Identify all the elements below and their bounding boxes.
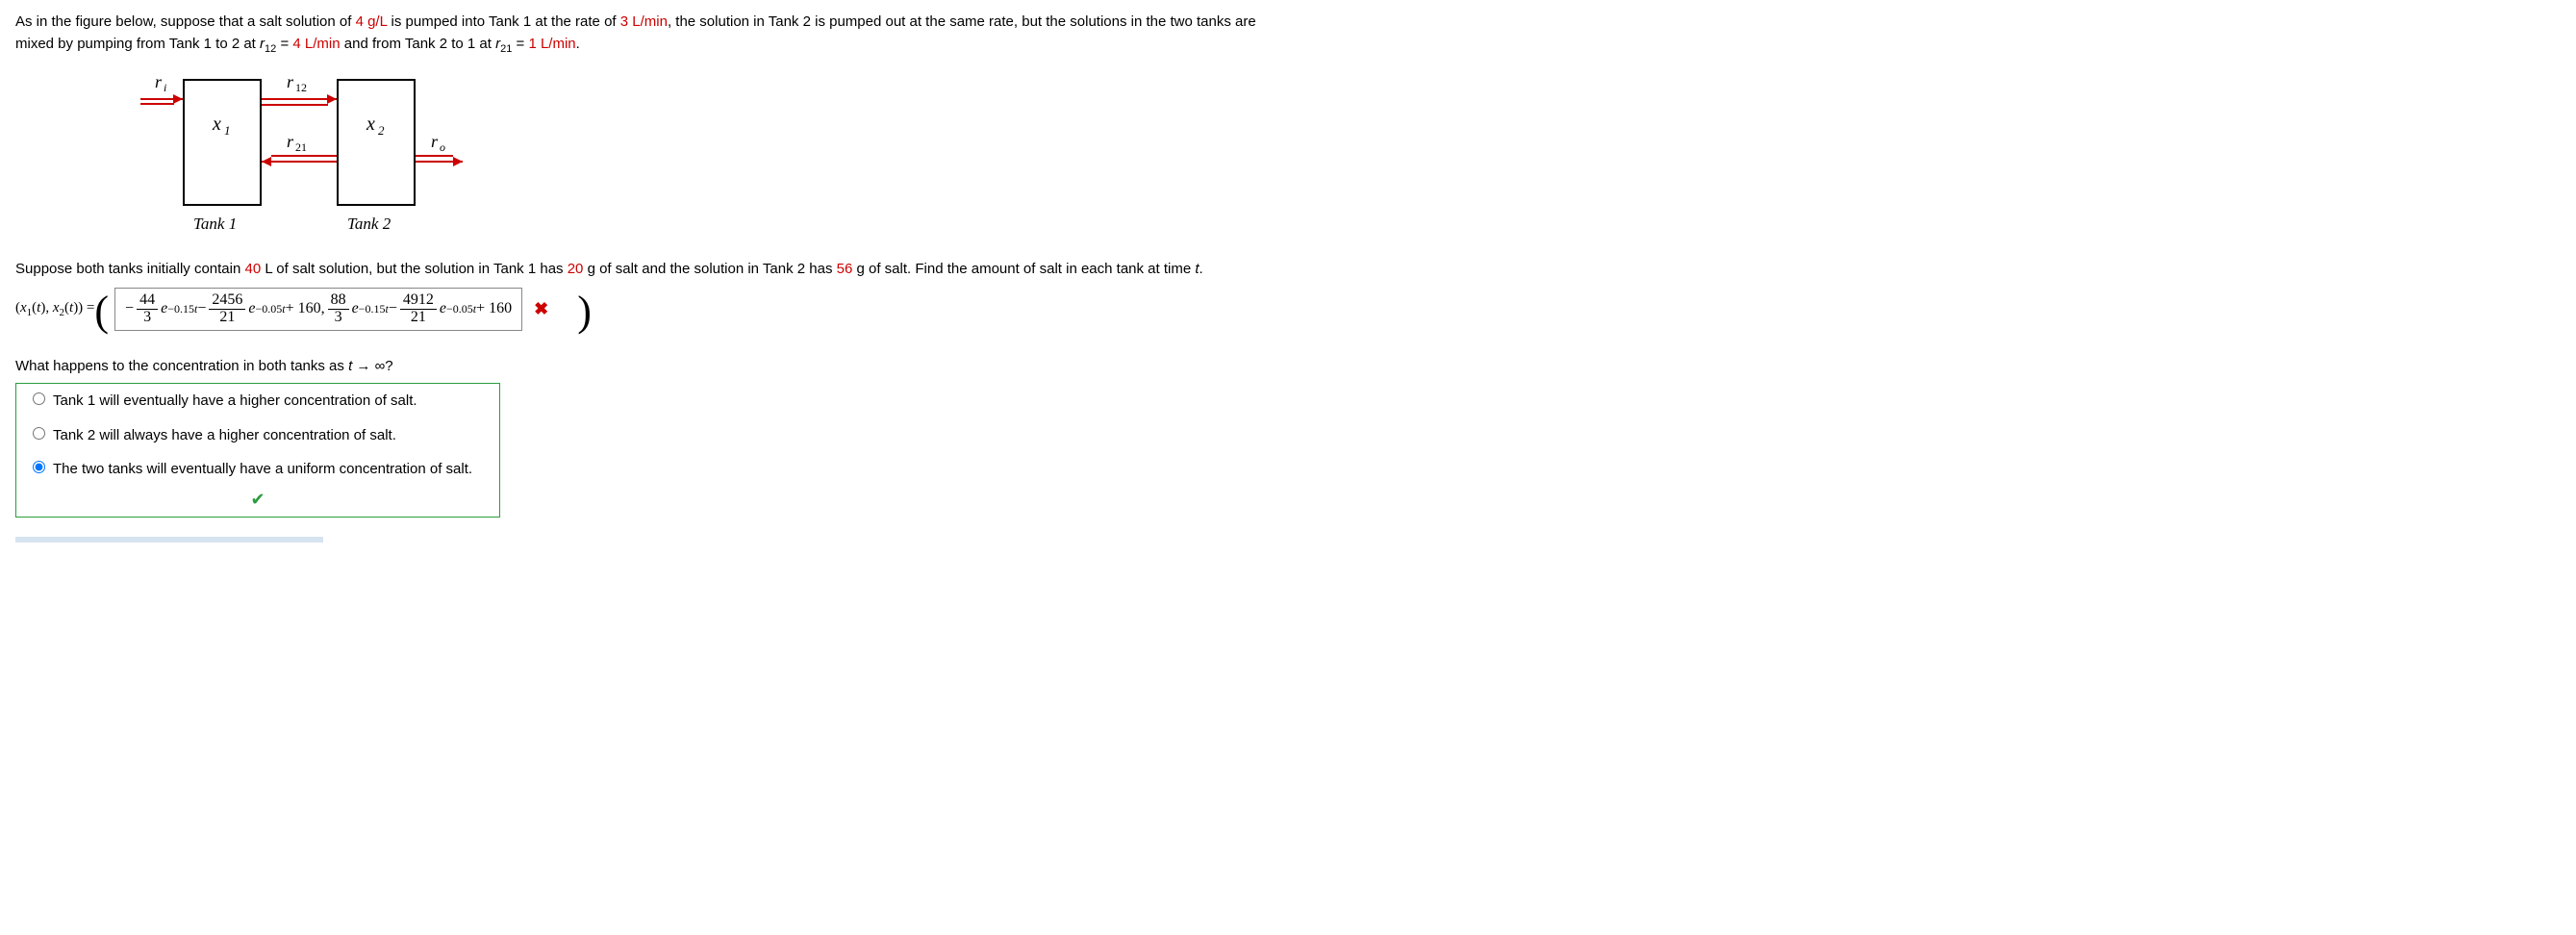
p1: −0.15t xyxy=(167,300,197,317)
correct-tick: ✔ xyxy=(16,487,499,517)
q2-arrow: → ∞? xyxy=(352,358,392,374)
r12-val: 4 L/min xyxy=(292,36,340,52)
e4: e xyxy=(440,297,446,320)
intro-conc: 4 g/L xyxy=(356,13,388,30)
sup-s1: 20 xyxy=(568,261,584,277)
mc-options: Tank 1 will eventually have a higher con… xyxy=(15,383,500,518)
svg-text:21: 21 xyxy=(295,140,307,154)
f3n: 88 xyxy=(328,292,349,310)
r12-sub: 12 xyxy=(265,43,276,55)
p4: −0.05t xyxy=(446,300,476,317)
svg-text:12: 12 xyxy=(295,81,307,94)
mc-radio-3[interactable] xyxy=(33,461,45,473)
svg-text:x: x xyxy=(366,114,375,135)
q2-a: What happens to the concentration in bot… xyxy=(15,358,348,374)
wrong-icon: ✖ xyxy=(534,296,548,322)
r21-val: 1 L/min xyxy=(528,36,575,52)
intro-rate: 3 L/min xyxy=(620,13,668,30)
term-neg1: − xyxy=(125,297,134,320)
suppose-text: Suppose both tanks initially contain 40 … xyxy=(15,259,2561,281)
lhs-x1: x xyxy=(20,300,27,316)
sup-a: Suppose both tanks initially contain xyxy=(15,261,244,277)
mc-radio-2[interactable] xyxy=(33,427,45,440)
period: . xyxy=(576,36,580,52)
p2v: −0.05 xyxy=(255,302,282,316)
p2: −0.05t xyxy=(255,300,285,317)
svg-text:1: 1 xyxy=(224,123,231,138)
tank-diagram: r i r 12 r 21 r o x 1 x 2 Tank 1 Tank 2 xyxy=(140,70,2561,241)
answer-row: (x1(t), x2(t)) = ( − 443 e−0.15t − 24562… xyxy=(15,288,2561,331)
svg-text:r: r xyxy=(431,132,439,151)
e1: e xyxy=(161,297,167,320)
f4n: 4912 xyxy=(400,292,437,310)
p3v: −0.15 xyxy=(359,302,386,316)
m2: − xyxy=(197,297,206,320)
svg-text:Tank 1: Tank 1 xyxy=(193,215,237,233)
lhs-x1s: 1 xyxy=(27,307,33,318)
e2: e xyxy=(248,297,255,320)
answer-input-box[interactable]: − 443 e−0.15t − 245621 e−0.05t + 160, 88… xyxy=(114,288,522,331)
svg-text:x: x xyxy=(212,114,221,135)
r21-sub: 21 xyxy=(500,43,512,55)
sup-d: g of salt. Find the amount of salt in ea… xyxy=(852,261,1195,277)
frac-1: 443 xyxy=(137,292,158,326)
mc-label-1: Tank 1 will eventually have a higher con… xyxy=(53,392,417,409)
lhs-x2s: 2 xyxy=(60,307,65,318)
svg-text:2: 2 xyxy=(378,123,385,138)
close-paren: ) xyxy=(577,294,592,328)
open-paren: ( xyxy=(94,294,109,328)
frac-3: 883 xyxy=(328,292,349,326)
mc-option-3[interactable]: The two tanks will eventually have a uni… xyxy=(16,452,499,487)
frac-2: 245621 xyxy=(209,292,245,326)
eq1: = xyxy=(276,36,292,52)
mc-option-1[interactable]: Tank 1 will eventually have a higher con… xyxy=(16,384,499,418)
mc-label-2: Tank 2 will always have a higher concent… xyxy=(53,427,396,443)
scrollbar-track[interactable] xyxy=(15,537,323,543)
p4v: −0.05 xyxy=(446,302,473,316)
lhs-t1: t xyxy=(37,300,40,316)
e3: e xyxy=(352,297,359,320)
tick-icon: ✔ xyxy=(250,490,265,509)
f2d: 21 xyxy=(216,310,238,326)
answer-lhs: (x1(t), x2(t)) = xyxy=(15,297,94,321)
svg-text:r: r xyxy=(287,132,294,151)
f1d: 3 xyxy=(140,310,154,326)
lhs-t2: t xyxy=(69,300,73,316)
p3: −0.15t xyxy=(359,300,389,317)
intro-1c: , the solution in Tank 2 is pumped out a… xyxy=(668,13,1256,30)
svg-text:r: r xyxy=(287,72,294,91)
f3d: 3 xyxy=(332,310,345,326)
intro-1a: As in the figure below, suppose that a s… xyxy=(15,13,356,30)
mc-radio-1[interactable] xyxy=(33,392,45,405)
mc-option-2[interactable]: Tank 2 will always have a higher concent… xyxy=(16,418,499,453)
sup-s2: 56 xyxy=(837,261,853,277)
m4: − xyxy=(389,297,397,320)
mc-label-3: The two tanks will eventually have a uni… xyxy=(53,461,472,477)
intro-2a: mixed by pumping from Tank 1 to 2 at xyxy=(15,36,260,52)
intro-1b: is pumped into Tank 1 at the rate of xyxy=(387,13,619,30)
sup-b: L of salt solution, but the solution in … xyxy=(261,261,568,277)
svg-text:Tank 2: Tank 2 xyxy=(347,215,391,233)
svg-text:o: o xyxy=(440,140,445,154)
intro-2b: and from Tank 2 to 1 at xyxy=(341,36,495,52)
eq2: = xyxy=(512,36,528,52)
question-2: What happens to the concentration in bot… xyxy=(15,356,2561,378)
sup-vol: 40 xyxy=(244,261,261,277)
m5: + 160 xyxy=(476,297,512,320)
sup-c: g of salt and the solution in Tank 2 has xyxy=(583,261,836,277)
problem-intro: As in the figure below, suppose that a s… xyxy=(15,12,2561,57)
frac-4: 491221 xyxy=(400,292,437,326)
f1n: 44 xyxy=(137,292,158,310)
f4d: 21 xyxy=(408,310,429,326)
f2n: 2456 xyxy=(209,292,245,310)
p1v: −0.15 xyxy=(167,302,194,316)
lhs-x2: x xyxy=(53,300,60,316)
m3: + 160, xyxy=(286,297,325,320)
svg-text:i: i xyxy=(164,81,166,94)
sup-e: . xyxy=(1200,261,1203,277)
svg-text:r: r xyxy=(155,72,163,91)
